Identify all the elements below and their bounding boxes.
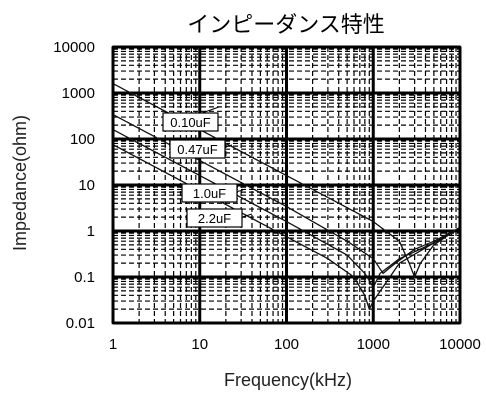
series-label-box	[186, 208, 243, 228]
y-axis-label: Impedance(ohm)	[10, 115, 30, 251]
series-line-2	[112, 129, 461, 288]
series-labels: 0.10uF 0.47uF 1.0uF 2.2uF	[162, 106, 253, 228]
y-tick-label: 10000	[53, 39, 95, 56]
y-tick-label: 1000	[62, 85, 95, 102]
series-label-leader	[201, 106, 220, 114]
x-tick-label: 1000	[357, 336, 390, 353]
y-tick-label: 10	[78, 177, 95, 194]
series-line-1	[112, 114, 461, 275]
plot-grid	[111, 45, 462, 325]
series-line-0	[112, 83, 461, 278]
x-tick-label: 10000	[439, 336, 481, 353]
y-tick-label: 0.1	[74, 269, 95, 286]
series-label: 0.47uF	[177, 142, 218, 157]
y-tick-label: 1	[87, 223, 95, 240]
y-tick-label: 0.01	[66, 315, 95, 332]
series-lines	[112, 83, 461, 310]
series-label-box	[169, 139, 226, 159]
y-tick-labels: 10000 1000 100 10 1 0.1 0.01	[53, 39, 95, 332]
chart-title: インピーダンス特性	[187, 13, 385, 38]
series-line-3	[112, 144, 461, 310]
plot-frame	[111, 45, 462, 325]
series-label: 0.10uF	[170, 115, 211, 130]
x-tick-label: 10	[191, 336, 208, 353]
y-tick-label: 100	[70, 131, 95, 148]
series-label: 1.0uF	[193, 186, 226, 201]
x-tick-label: 1	[109, 336, 117, 353]
series-label-box	[181, 183, 238, 203]
series-label: 2.2uF	[198, 211, 231, 226]
x-tick-label: 100	[274, 336, 299, 353]
x-axis-label: Frequency(kHz)	[224, 370, 352, 390]
x-tick-labels: 1 10 100 1000 10000	[109, 336, 481, 353]
series-label-box	[162, 112, 219, 132]
